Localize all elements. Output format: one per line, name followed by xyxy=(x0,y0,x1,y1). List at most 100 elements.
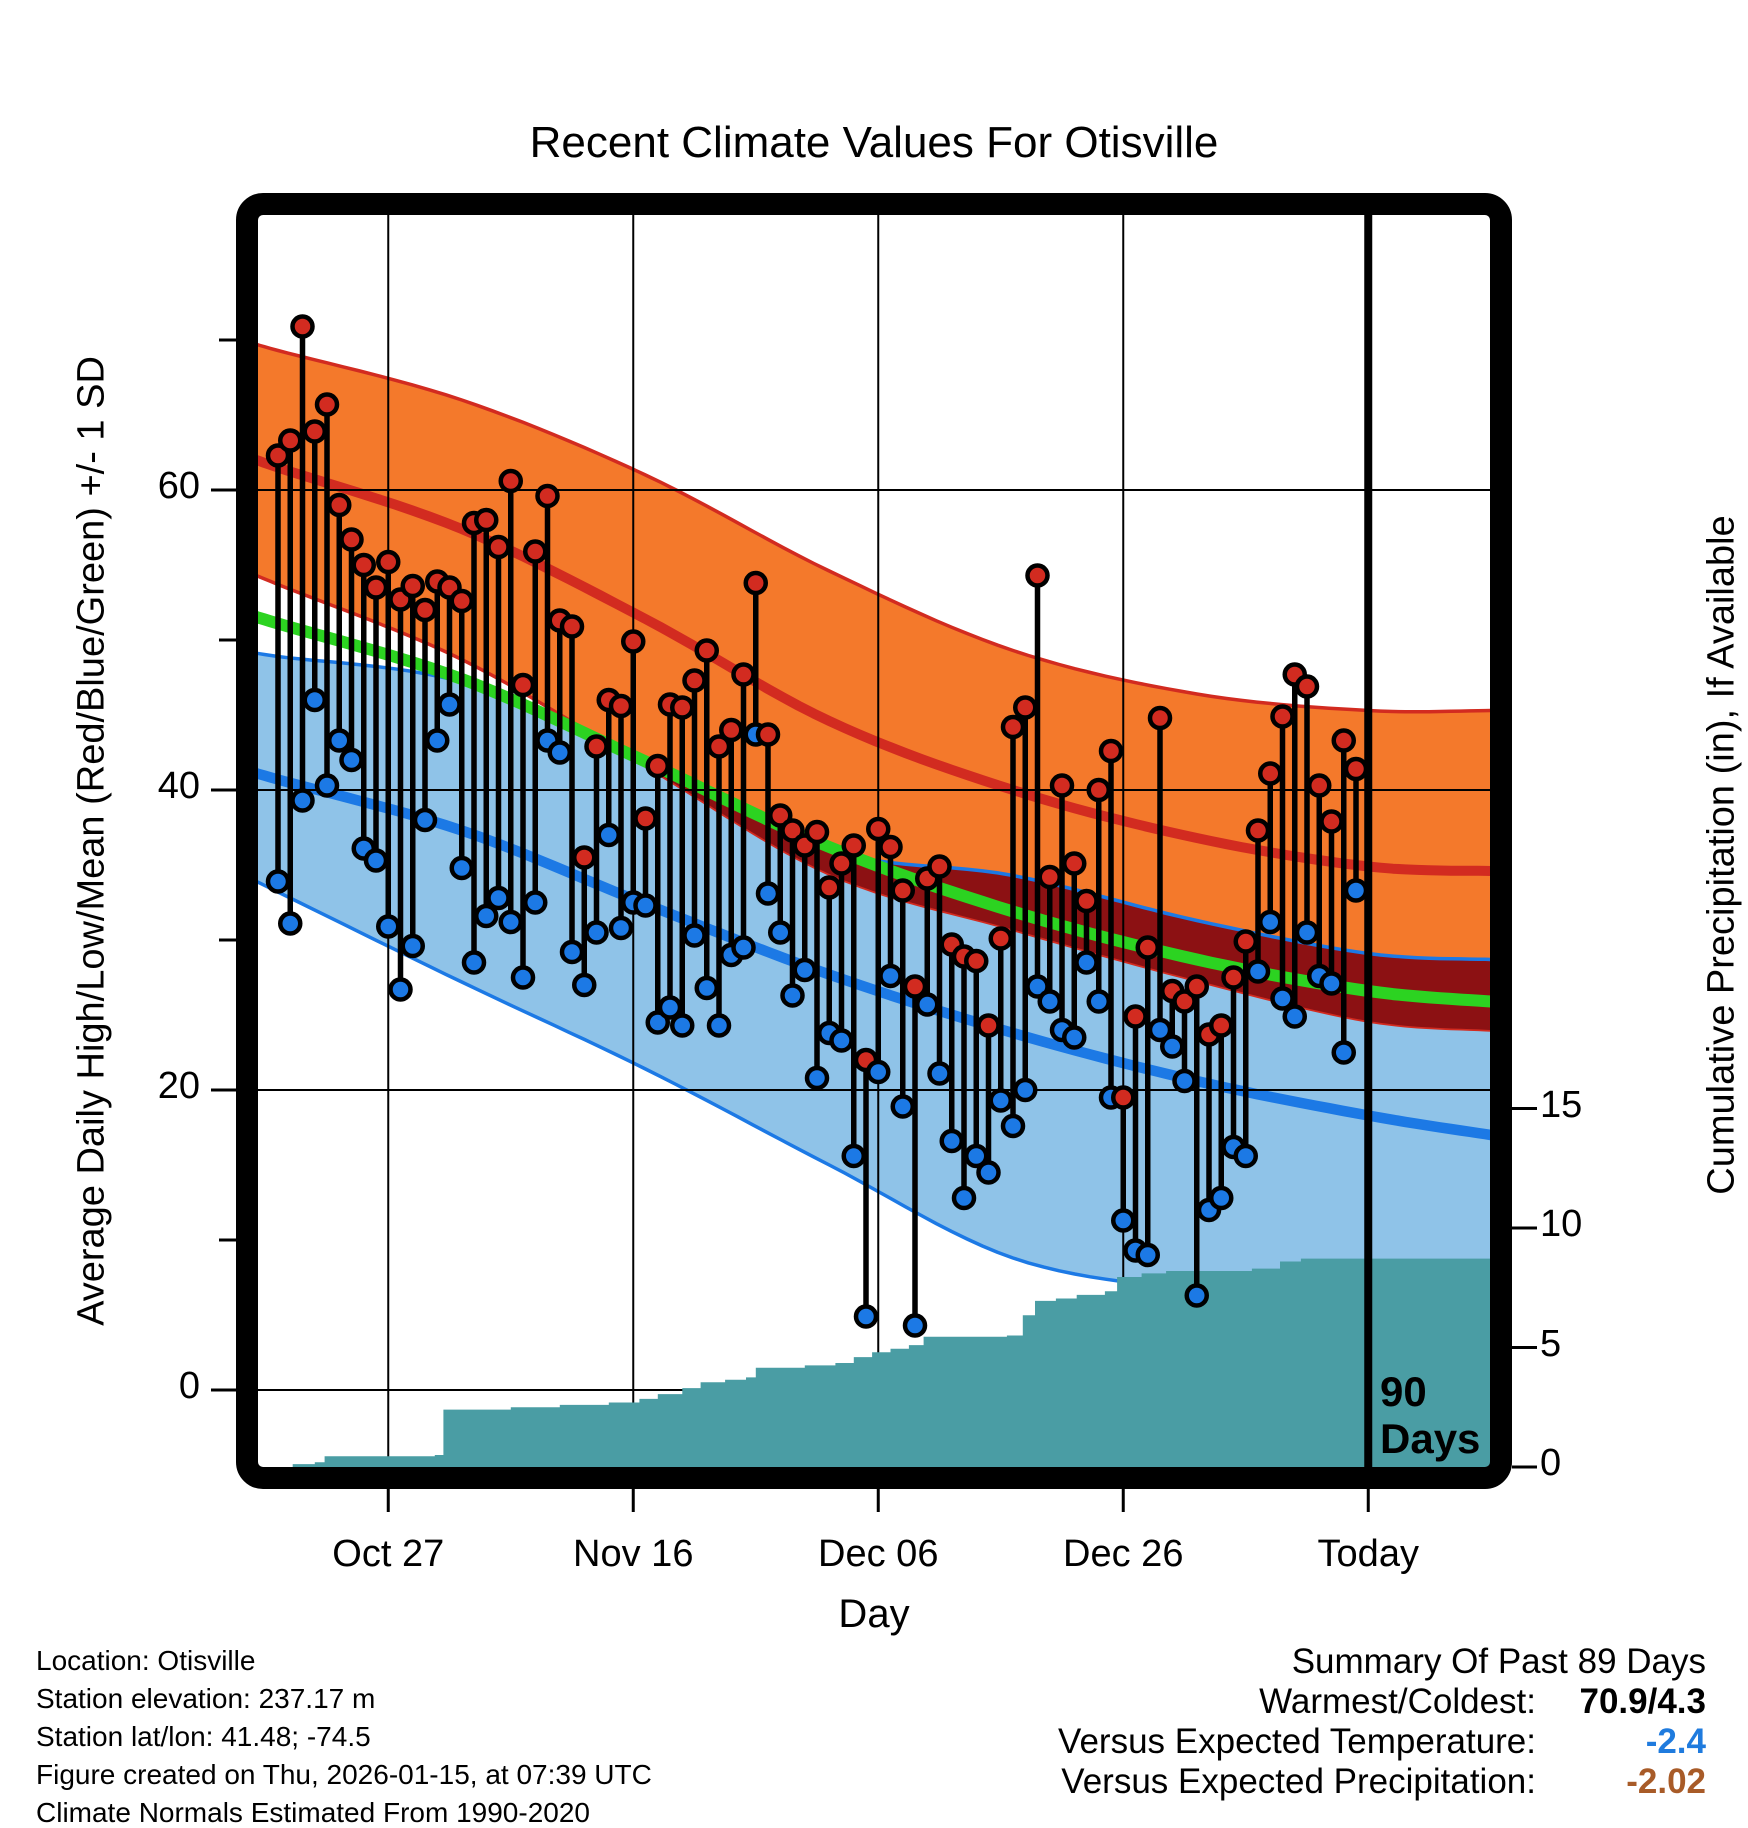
daily-high-dot xyxy=(1343,756,1369,782)
daily-high-dot xyxy=(682,668,707,693)
daily-high-dot xyxy=(400,573,425,599)
daily-high-dot xyxy=(694,638,719,663)
summary-row-value: -2.02 xyxy=(1626,1762,1706,1801)
daily-high-dot xyxy=(670,695,695,720)
summary-row-value: -2.4 xyxy=(1645,1722,1706,1761)
summary-rows: Warmest/Coldest: 70.9/4.3 Versus Expected … xyxy=(1058,1682,1706,1802)
daily-low-dot xyxy=(804,1065,830,1091)
daily-high-dot xyxy=(1086,777,1111,803)
cumulative-precip-area xyxy=(292,1258,1491,1467)
daily-high-dot xyxy=(804,819,830,845)
daily-low-dot xyxy=(339,747,364,773)
daily-low-dot xyxy=(878,963,903,989)
daily-low-dot xyxy=(902,1313,928,1338)
daily-low-dot xyxy=(486,885,511,911)
precip-tick-label: 5 xyxy=(1540,1322,1562,1365)
daily-low-dot xyxy=(278,911,303,936)
daily-low-dot xyxy=(755,881,781,906)
daily-low-dot xyxy=(1233,1143,1258,1169)
daily-high-dot xyxy=(1319,809,1344,834)
temp-tick-label: 0 xyxy=(178,1365,200,1407)
daily-high-dot xyxy=(1074,888,1099,914)
daily-high-dot xyxy=(498,468,523,494)
daily-high-dot xyxy=(1233,929,1258,954)
daily-high-dot xyxy=(621,629,646,654)
daily-low-dot xyxy=(363,848,389,873)
daily-low-dot xyxy=(1245,959,1271,984)
daily-high-dot xyxy=(1331,728,1356,753)
daily-high-dot xyxy=(731,662,756,687)
x-tick-label: Dec 06 xyxy=(818,1533,939,1575)
daily-low-dot xyxy=(780,983,805,1008)
daily-high-dot xyxy=(327,492,352,518)
daily-low-dot xyxy=(1343,878,1369,903)
daily-high-dot xyxy=(608,693,634,719)
daily-low-dot xyxy=(461,950,487,975)
daily-high-dot xyxy=(1037,864,1062,890)
daily-low-dot xyxy=(523,890,548,915)
daily-low-dot xyxy=(682,923,707,948)
summary-row-1: Versus Expected Temperature: -2.4 xyxy=(1058,1722,1706,1762)
daily-high-dot xyxy=(1135,935,1160,960)
temp-tick-label: 60 xyxy=(157,465,200,507)
daily-high-dot xyxy=(1258,761,1283,786)
summary-row-label: Warmest/Coldest: xyxy=(1259,1682,1536,1721)
daily-low-dot xyxy=(1209,1185,1234,1211)
station-latlon: Station lat/lon: 41.48; -74.5 xyxy=(36,1721,371,1752)
daily-high-dot xyxy=(523,539,548,564)
daily-high-dot xyxy=(1013,695,1038,720)
daily-high-dot xyxy=(363,575,389,600)
daily-low-dot xyxy=(1013,1077,1038,1103)
daily-high-dot xyxy=(510,672,536,698)
temp-tick-label: 40 xyxy=(157,765,200,807)
daily-high-dot xyxy=(964,948,989,974)
daily-high-dot xyxy=(351,552,376,578)
daily-low-dot xyxy=(694,975,719,1001)
daily-low-dot xyxy=(474,903,499,929)
daily-high-dot xyxy=(755,722,781,747)
daily-high-dot xyxy=(474,507,499,533)
page-title: Recent Climate Values For Otisville xyxy=(529,118,1219,167)
daily-low-dot xyxy=(792,957,817,983)
daily-high-dot xyxy=(314,392,340,417)
daily-low-dot xyxy=(265,869,291,894)
daily-high-dot xyxy=(1221,965,1246,990)
daily-low-dot xyxy=(388,977,413,1002)
precip-tick-label: 15 xyxy=(1540,1083,1583,1126)
daily-high-dot xyxy=(1307,773,1332,798)
daily-high-dot xyxy=(339,527,364,552)
daily-high-dot xyxy=(572,845,597,870)
x-tick-label: Dec 26 xyxy=(1063,1533,1184,1575)
daily-high-dot xyxy=(376,549,401,575)
daily-low-dot xyxy=(314,773,340,798)
daily-low-dot xyxy=(1294,920,1320,945)
daily-low-dot xyxy=(645,1010,670,1035)
high-temp-band xyxy=(253,343,1491,1030)
daily-low-dot xyxy=(1037,989,1062,1014)
daily-high-dot xyxy=(1294,674,1320,699)
daily-low-dot xyxy=(1111,1208,1136,1233)
daily-high-dot xyxy=(1184,974,1209,999)
x-tick-label: Nov 16 xyxy=(573,1533,694,1575)
daily-low-dot xyxy=(1184,1283,1209,1308)
daily-high-dot xyxy=(1245,818,1271,843)
daily-high-dot xyxy=(976,1013,1001,1038)
daily-low-dot xyxy=(1086,989,1111,1014)
daily-high-dot xyxy=(841,833,866,858)
daily-high-dot xyxy=(1147,705,1173,731)
daily-high-dot xyxy=(1000,714,1026,740)
daily-low-dot xyxy=(1135,1242,1160,1268)
daily-high-dot xyxy=(768,803,793,828)
plot-border xyxy=(236,193,1512,1489)
daily-high-dot xyxy=(278,428,303,453)
daily-low-dot xyxy=(290,788,315,813)
daily-low-dot xyxy=(608,915,634,941)
daily-low-dot xyxy=(939,1128,964,1154)
daily-low-dot xyxy=(572,972,597,998)
daily-high-dot xyxy=(817,875,842,900)
daily-high-dot xyxy=(780,818,805,843)
x-tick-label: Oct 27 xyxy=(332,1533,445,1575)
daily-high-dot xyxy=(1025,563,1050,588)
x-axis-title: Day xyxy=(838,1592,910,1636)
daily-high-dot xyxy=(1209,1013,1234,1038)
